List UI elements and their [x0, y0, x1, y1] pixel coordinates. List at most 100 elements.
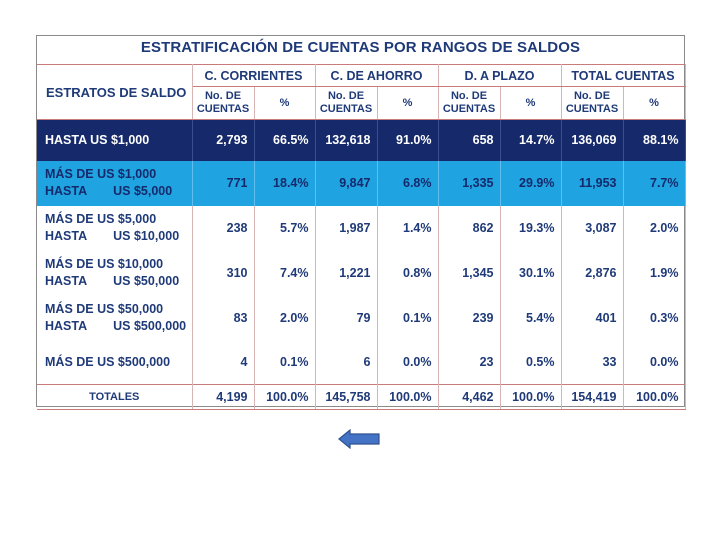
- cell-value: 4: [192, 340, 255, 385]
- cell-value: 29.9%: [500, 160, 562, 206]
- strata-label-line1: MÁS DE US $10,000: [45, 257, 164, 271]
- table-row: MÁS DE US $10,000 HASTA US $50,000 310 7.…: [37, 250, 686, 296]
- cell-value: 862: [438, 205, 501, 251]
- group-header-corrientes: C. CORRIENTES: [192, 64, 316, 87]
- strata-label-line1: MÁS DE US $1,000: [45, 167, 157, 181]
- strata-label: MÁS DE US $500,000: [37, 340, 193, 385]
- cell-value: 5.4%: [500, 295, 562, 341]
- cell-value: 88.1%: [623, 119, 686, 161]
- total-value: 100.0%: [500, 384, 562, 410]
- cell-value: 7.4%: [254, 250, 316, 296]
- strata-label-hasta: HASTA: [45, 319, 88, 333]
- cell-value: 1,987: [315, 205, 378, 251]
- subheader-pct: %: [500, 86, 562, 120]
- cell-value: 0.8%: [377, 250, 439, 296]
- cell-value: 2.0%: [254, 295, 316, 341]
- cell-value: 19.3%: [500, 205, 562, 251]
- cell-value: 23: [438, 340, 501, 385]
- cell-value: 9,847: [315, 160, 378, 206]
- subheader-count: No. DE CUENTAS: [438, 86, 501, 120]
- cell-value: 401: [561, 295, 624, 341]
- header-sub-row: No. DE CUENTAS % No. DE CUENTAS % No. DE…: [37, 86, 686, 120]
- total-value: 154,419: [561, 384, 624, 410]
- table-row: MÁS DE US $500,000 4 0.1% 6 0.0% 23 0.5%…: [37, 340, 686, 385]
- cell-value: 239: [438, 295, 501, 341]
- cell-value: 2,876: [561, 250, 624, 296]
- subheader-count: No. DE CUENTAS: [192, 86, 255, 120]
- strata-label: MÁS DE US $1,000 HASTA US $5,000: [37, 160, 193, 206]
- cell-value: 1.9%: [623, 250, 686, 296]
- subheader-count: No. DE CUENTAS: [315, 86, 378, 120]
- cell-value: 5.7%: [254, 205, 316, 251]
- strata-label-hasta: HASTA: [45, 184, 88, 198]
- table-row: MÁS DE US $50,000 HASTA US $500,000 83 2.…: [37, 295, 686, 341]
- table-row: MÁS DE US $1,000 HASTA US $5,000 771 18.4…: [37, 160, 686, 206]
- totals-label: TOTALES: [37, 384, 193, 410]
- cell-value: 132,618: [315, 119, 378, 161]
- cell-value: 33: [561, 340, 624, 385]
- cell-value: 1,345: [438, 250, 501, 296]
- strata-label-limit: US $5,000: [113, 184, 173, 198]
- cell-value: 0.5%: [500, 340, 562, 385]
- strata-label-limit: US $500,000: [113, 319, 187, 333]
- strata-label-line1: MÁS DE US $5,000: [45, 212, 157, 226]
- total-value: 100.0%: [623, 384, 686, 410]
- cell-value: 83: [192, 295, 255, 341]
- table-row: HASTA US $1,000 2,793 66.5% 132,618 91.0…: [37, 119, 686, 161]
- total-value: 100.0%: [254, 384, 316, 410]
- cell-value: 310: [192, 250, 255, 296]
- strata-label-hasta: HASTA: [45, 274, 88, 288]
- cell-value: 0.3%: [623, 295, 686, 341]
- cell-value: 1,221: [315, 250, 378, 296]
- cell-value: 6.8%: [377, 160, 439, 206]
- cell-value: 11,953: [561, 160, 624, 206]
- cell-value: 1,335: [438, 160, 501, 206]
- strata-header: ESTRATOS DE SALDO: [37, 64, 193, 120]
- cell-value: 18.4%: [254, 160, 316, 206]
- cell-value: 0.1%: [254, 340, 316, 385]
- strata-label: MÁS DE US $10,000 HASTA US $50,000: [37, 250, 193, 296]
- total-value: 4,462: [438, 384, 501, 410]
- cell-value: 0.0%: [377, 340, 439, 385]
- cell-value: 79: [315, 295, 378, 341]
- group-header-ahorro: C. DE AHORRO: [315, 64, 439, 87]
- subheader-count: No. DE CUENTAS: [561, 86, 624, 120]
- cell-value: 7.7%: [623, 160, 686, 206]
- cell-value: 0.1%: [377, 295, 439, 341]
- strata-label-limit: US $10,000: [113, 229, 180, 243]
- strata-label: HASTA US $1,000: [37, 119, 193, 161]
- cell-value: 91.0%: [377, 119, 439, 161]
- subheader-pct: %: [623, 86, 686, 120]
- cell-value: 6: [315, 340, 378, 385]
- strata-label: MÁS DE US $5,000 HASTA US $10,000: [37, 205, 193, 251]
- group-header-plazo: D. A PLAZO: [438, 64, 562, 87]
- strata-label-hasta: HASTA: [45, 229, 88, 243]
- total-value: 100.0%: [377, 384, 439, 410]
- group-header-total: TOTAL CUENTAS: [561, 64, 686, 87]
- table-row: MÁS DE US $5,000 HASTA US $10,000 238 5.7…: [37, 205, 686, 251]
- cell-value: 1.4%: [377, 205, 439, 251]
- header-group-row: ESTRATOS DE SALDO C. CORRIENTES C. DE AH…: [37, 64, 686, 120]
- total-value: 145,758: [315, 384, 378, 410]
- cell-value: 2,793: [192, 119, 255, 161]
- total-value: 4,199: [192, 384, 255, 410]
- page-title: ESTRATIFICACIÓN DE CUENTAS POR RANGOS DE…: [140, 39, 581, 56]
- cell-value: 0.0%: [623, 340, 686, 385]
- stratification-table: ESTRATOS DE SALDO C. CORRIENTES C. DE AH…: [37, 64, 686, 410]
- left-arrow-icon: [338, 428, 380, 450]
- totals-row: TOTALES 4,199 100.0% 145,758 100.0% 4,46…: [37, 384, 686, 410]
- strata-label-limit: US $50,000: [113, 274, 180, 288]
- cell-value: 771: [192, 160, 255, 206]
- cell-value: 238: [192, 205, 255, 251]
- cell-value: 3,087: [561, 205, 624, 251]
- cell-value: 14.7%: [500, 119, 562, 161]
- cell-value: 658: [438, 119, 501, 161]
- stratification-table-slide: ESTRATIFICACIÓN DE CUENTAS POR RANGOS DE…: [36, 35, 686, 410]
- strata-label: MÁS DE US $50,000 HASTA US $500,000: [37, 295, 193, 341]
- strata-label-line1: MÁS DE US $50,000: [45, 302, 164, 316]
- cell-value: 2.0%: [623, 205, 686, 251]
- cell-value: 30.1%: [500, 250, 562, 296]
- back-button[interactable]: [338, 428, 380, 450]
- subheader-pct: %: [377, 86, 439, 120]
- subheader-pct: %: [254, 86, 316, 120]
